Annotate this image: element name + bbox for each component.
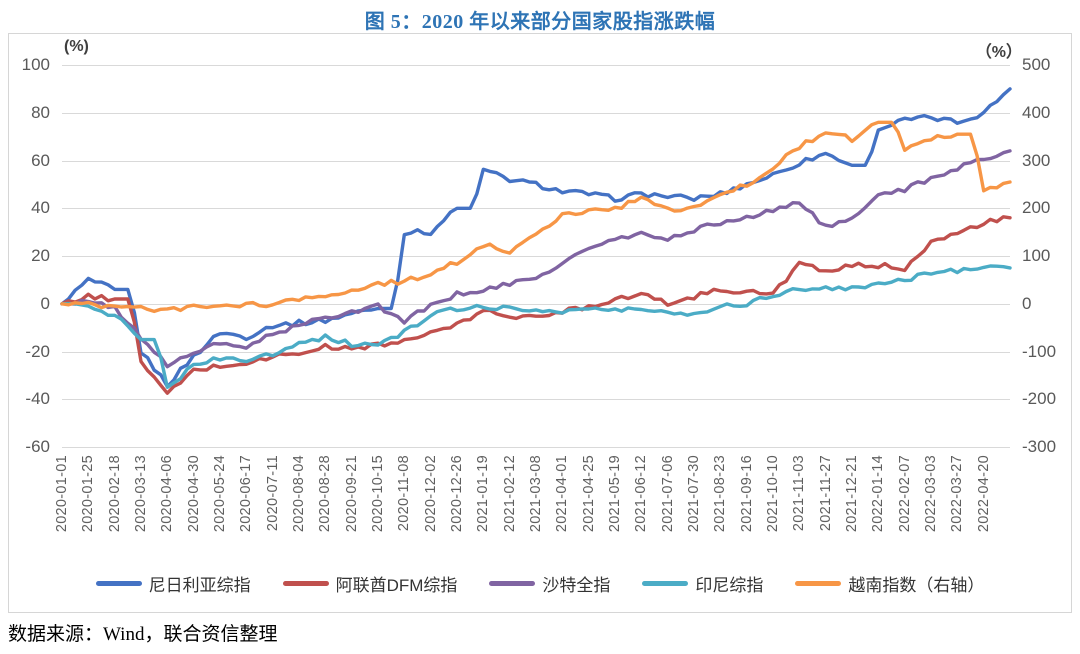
left-axis-unit-label: (%)	[64, 38, 89, 55]
legend-line-swatch	[95, 581, 142, 586]
left-y-tick-label: 100	[21, 55, 50, 74]
legend-label: 印尼综指	[695, 576, 764, 595]
left-y-tick-label: 0	[40, 293, 50, 313]
x-tick-label: 2020-10-15	[370, 455, 386, 533]
legend-item: 沙特全指	[489, 571, 610, 596]
x-tick-label: 2020-01-01	[54, 455, 70, 533]
x-tick-label: 2021-08-23	[712, 455, 729, 533]
x-tick-label: 2021-03-08	[528, 455, 544, 533]
legend-item: 阿联酋DFM综指	[282, 571, 458, 596]
x-tick-label: 2020-03-13	[133, 455, 149, 533]
x-tick-label: 2020-08-04	[291, 455, 307, 533]
right-y-tick-label: 500	[1022, 55, 1051, 74]
legend-label: 越南指数（右轴）	[848, 576, 985, 595]
legend-item: 越南指数（右轴）	[795, 571, 984, 596]
x-tick-label: 2020-08-28	[317, 455, 334, 533]
x-tick-label: 2020-07-11	[264, 455, 281, 532]
legend-label: 沙特全指	[542, 576, 611, 595]
x-tick-label: 2020-02-18	[106, 455, 123, 533]
x-tick-label: 2022-01-14	[870, 455, 887, 533]
right-y-tick-label: -100	[1022, 341, 1057, 361]
x-tick-label: 2020-09-21	[343, 455, 360, 533]
legend-line-swatch	[795, 581, 842, 586]
left-y-tick-label: 20	[31, 246, 50, 265]
left-y-tick-label: 60	[31, 150, 50, 170]
legend-item: 尼日利亚综指	[95, 571, 251, 596]
x-tick-label: 2021-01-19	[475, 455, 492, 533]
left-y-tick-label: -60	[25, 437, 50, 456]
x-tick-label: 2022-03-03	[923, 455, 939, 533]
x-tick-label: 2021-02-12	[501, 455, 518, 533]
x-tick-label: 2021-07-06	[659, 455, 676, 533]
x-tick-label: 2021-07-30	[686, 455, 702, 533]
right-y-tick-label: 200	[1022, 198, 1051, 218]
right-y-tick-label: 300	[1022, 150, 1051, 170]
x-tick-label: 2021-05-19	[607, 455, 623, 533]
data-source-note: 数据来源：Wind，联合资信整理	[8, 624, 278, 645]
legend-line-swatch	[489, 581, 536, 586]
x-tick-label: 2020-04-30	[185, 455, 202, 533]
left-y-tick-label: -20	[25, 341, 50, 361]
x-tick-label: 2022-03-27	[949, 455, 966, 533]
x-tick-label: 2021-04-25	[580, 455, 597, 533]
right-y-tick-label: -300	[1022, 437, 1057, 456]
x-tick-label: 2020-11-08	[396, 455, 413, 532]
x-tick-label: 2021-11-27	[817, 455, 834, 532]
left-y-tick-label: -40	[25, 389, 50, 409]
right-y-tick-label: 100	[1022, 246, 1051, 265]
x-tick-label: 2021-12-21	[844, 455, 860, 533]
x-tick-label: 2020-12-02	[422, 455, 439, 533]
left-y-tick-label: 80	[31, 102, 50, 122]
right-y-tick-label: 400	[1022, 102, 1051, 122]
right-axis-unit-label: （%）	[975, 44, 1022, 61]
x-tick-label: 2020-01-25	[80, 455, 97, 533]
figure-title: 图 5：2020 年以来部分国家股指涨跌幅	[364, 11, 716, 33]
x-tick-label: 2021-11-03	[791, 455, 808, 532]
x-tick-label: 2021-10-10	[765, 455, 781, 533]
legend-label: 阿联酋DFM综指	[335, 576, 458, 595]
x-tick-label: 2020-05-24	[212, 455, 228, 533]
legend-label: 尼日利亚综指	[148, 576, 251, 595]
x-tick-label: 2021-09-16	[738, 455, 755, 533]
legend-line-swatch	[282, 581, 329, 586]
x-tick-label: 2022-02-07	[896, 455, 913, 533]
right-y-tick-label: -200	[1022, 389, 1057, 409]
x-tick-label: 2020-06-17	[238, 455, 255, 533]
x-tick-label: 2021-06-12	[633, 455, 650, 533]
left-y-tick-label: 40	[31, 198, 50, 218]
legend-line-swatch	[642, 581, 689, 586]
legend-item: 印尼综指	[642, 571, 763, 596]
x-tick-label: 2020-04-06	[159, 455, 176, 533]
x-tick-label: 2021-04-01	[554, 455, 571, 533]
x-tick-label: 2022-04-20	[975, 455, 992, 533]
x-tick-label: 2020-12-26	[449, 455, 465, 533]
right-y-tick-label: 0	[1022, 293, 1032, 313]
chart-legend: 尼日利亚综指 阿联酋DFM综指 沙特全指 印尼综指 越南指数（右轴）	[0, 571, 1080, 596]
